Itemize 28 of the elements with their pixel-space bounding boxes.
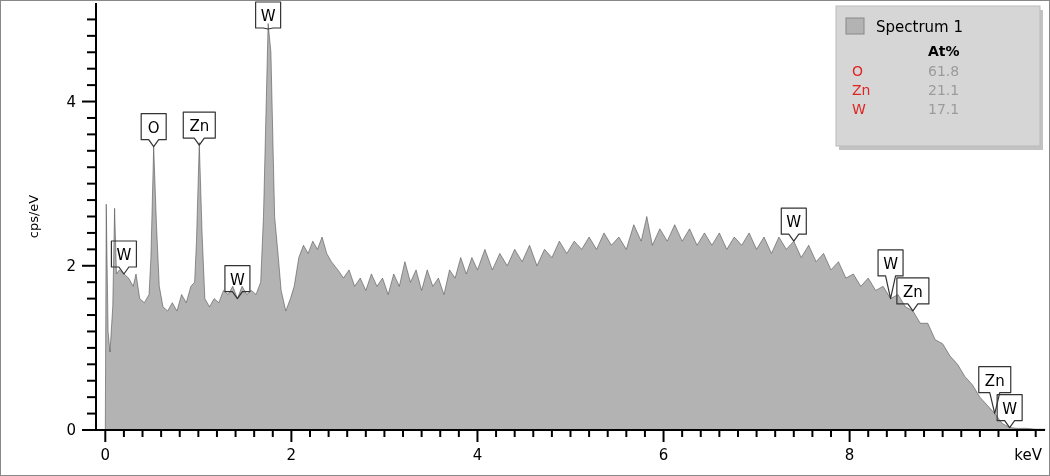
y-tick-label: 4 — [66, 92, 76, 111]
annotation: Zn — [189, 117, 210, 136]
y-tick-label: 2 — [66, 256, 76, 275]
annotation: W — [852, 101, 866, 117]
annotation: 61.8 — [928, 63, 960, 79]
y-tick-label: 0 — [66, 421, 76, 439]
x-tick-label: 0 — [100, 446, 111, 464]
x-tick-label: 4 — [472, 446, 483, 464]
annotation: W — [786, 213, 802, 232]
annotation: Zn — [902, 282, 923, 301]
annotation: Zn — [984, 371, 1005, 390]
x-axis-title: keV — [1014, 446, 1043, 464]
annotation: W — [116, 245, 132, 264]
annotation: W — [260, 7, 276, 25]
annotation: 21.1 — [928, 82, 960, 98]
x-tick-label: 2 — [286, 446, 297, 464]
annotation: At% — [928, 43, 960, 59]
x-tick-label: 8 — [844, 446, 855, 464]
annotation: W — [1002, 399, 1018, 418]
y-axis-title: cps/eV — [26, 194, 41, 239]
annotation: 17.1 — [928, 101, 960, 117]
annotation: Zn — [852, 82, 871, 98]
annotation: O — [147, 118, 160, 137]
annotation: W — [883, 254, 899, 273]
legend-label: Spectrum 1 — [876, 18, 963, 36]
x-tick-label: 6 — [658, 446, 669, 464]
annotation: O — [852, 63, 864, 79]
annotation: W — [230, 270, 245, 289]
